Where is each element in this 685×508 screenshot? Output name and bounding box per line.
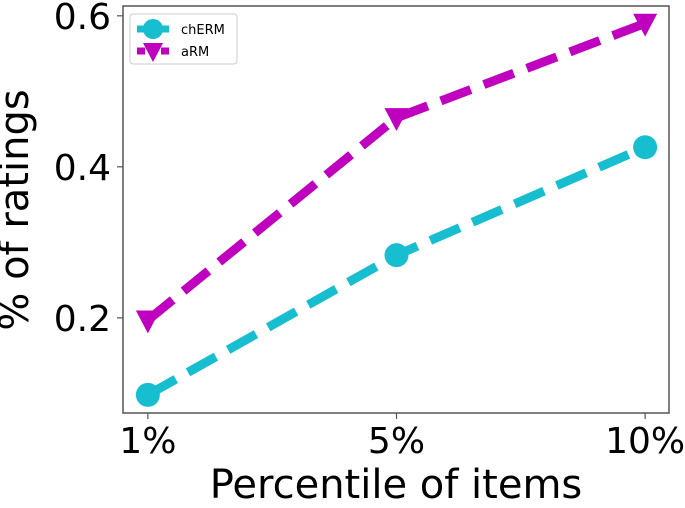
circle-marker bbox=[633, 135, 658, 160]
circle-marker bbox=[135, 382, 160, 407]
y-tick-label: 0.4 bbox=[54, 148, 111, 189]
x-axis: 1% 5% 10% bbox=[119, 413, 685, 462]
x-tick-label: 5% bbox=[368, 421, 425, 462]
x-axis-label: Percentile of items bbox=[210, 462, 583, 504]
triangle-down-marker bbox=[384, 108, 409, 131]
legend-label: chERM bbox=[181, 23, 225, 38]
legend-item: aRM bbox=[137, 43, 209, 62]
series-line bbox=[145, 143, 647, 399]
series-chERM bbox=[135, 135, 658, 407]
y-axis: 0.2 0.4 0.6 bbox=[54, 0, 123, 340]
plot-frame bbox=[122, 5, 670, 414]
y-tick-label: 0.6 bbox=[54, 0, 111, 38]
series-layer bbox=[135, 13, 658, 407]
circle-marker bbox=[143, 19, 163, 39]
y-tick-label: 0.2 bbox=[54, 299, 111, 340]
series-line bbox=[145, 19, 647, 324]
triangle-down-marker bbox=[135, 310, 160, 334]
legend-label: aRM bbox=[181, 45, 209, 60]
legend: chERM aRM bbox=[129, 13, 238, 65]
x-tick-label: 10% bbox=[605, 421, 685, 462]
triangle-down-marker bbox=[143, 43, 163, 62]
triangle-down-marker bbox=[633, 13, 658, 37]
x-tick-label: 1% bbox=[119, 421, 176, 462]
legend-item: chERM bbox=[137, 19, 225, 39]
y-axis-label: % of ratings bbox=[0, 89, 38, 330]
series-aRM bbox=[135, 13, 658, 334]
circle-marker bbox=[384, 243, 409, 268]
